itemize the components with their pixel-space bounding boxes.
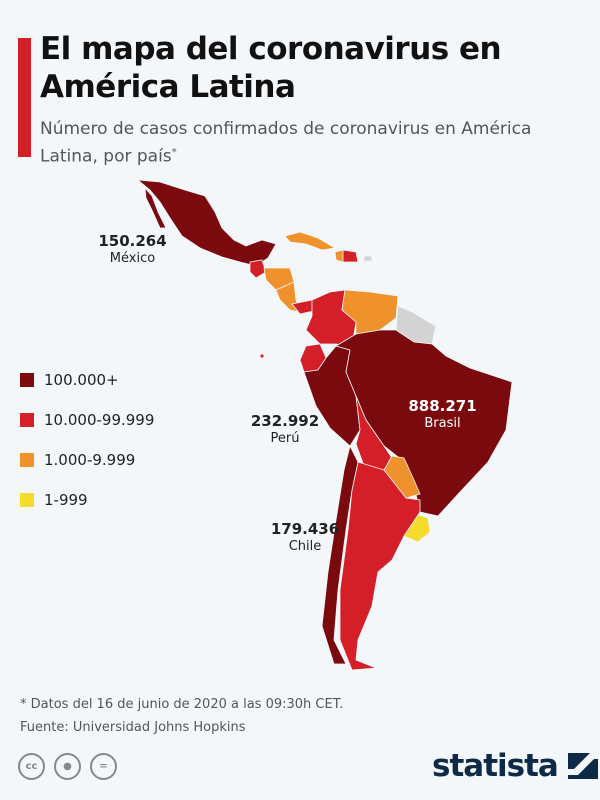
statista-mark-icon — [567, 753, 598, 779]
legend-swatch — [20, 373, 34, 387]
callout-peru: 232.992 Perú — [240, 412, 330, 448]
legend-label: 1.000-9.999 — [44, 451, 136, 469]
attribution-icon: ● — [54, 753, 81, 780]
footer-notes: * Datos del 16 de junio de 2020 a las 09… — [20, 693, 343, 739]
license-icons[interactable]: cc ● = — [18, 753, 117, 780]
callout-value: 150.264 — [98, 232, 167, 250]
brand-wordmark: statista — [432, 748, 559, 784]
country-chile — [321, 444, 359, 665]
callout-value: 179.436 — [270, 520, 340, 538]
subtitle: Número de casos confirmados de coronavir… — [40, 118, 560, 169]
legend-swatch — [20, 453, 34, 467]
no-derivatives-icon: = — [90, 753, 117, 780]
country-argentina — [339, 461, 421, 671]
legend-item: 1-999 — [20, 480, 154, 520]
callout-country: Perú — [270, 431, 300, 446]
country-mexico — [136, 179, 277, 267]
callout-brasil: 888.271 Brasil — [395, 397, 490, 433]
source-note: Fuente: Universidad Johns Hopkins — [20, 720, 246, 735]
callout-value: 232.992 — [250, 412, 320, 430]
country-dominican-republic — [342, 249, 359, 263]
callout-country: México — [109, 251, 156, 266]
country-haiti — [334, 249, 344, 263]
legend-swatch — [20, 493, 34, 507]
legend-label: 1-999 — [44, 491, 88, 509]
data-note: * Datos del 16 de junio de 2020 a las 09… — [20, 697, 344, 712]
callout-mexico: 150.264 México — [90, 232, 175, 268]
legend-label: 100.000+ — [44, 371, 119, 389]
legend: 100.000+ 10.000-99.999 1.000-9.999 1-999 — [20, 360, 154, 520]
callout-value: 888.271 — [408, 397, 477, 415]
country-baja-california — [144, 186, 167, 229]
subtitle-marker: * — [171, 147, 177, 158]
country-cuba — [284, 231, 337, 251]
country-puerto-rico — [363, 255, 373, 262]
legend-item: 10.000-99.999 — [20, 400, 154, 440]
country-guatemala — [249, 259, 267, 279]
legend-label: 10.000-99.999 — [44, 411, 155, 429]
legend-item: 100.000+ — [20, 360, 154, 400]
cc-icon: cc — [18, 753, 45, 780]
subtitle-text: Número de casos confirmados de coronavir… — [40, 119, 532, 167]
statista-logo[interactable]: statista — [432, 748, 598, 784]
title-accent-bar — [18, 38, 31, 157]
callout-country: Brasil — [424, 416, 461, 431]
legend-item: 1.000-9.999 — [20, 440, 154, 480]
island-galapagos — [259, 353, 265, 359]
legend-swatch — [20, 413, 34, 427]
page-title: El mapa del coronavirus en América Latin… — [40, 31, 502, 105]
callout-chile: 179.436 Chile — [260, 520, 350, 556]
callout-country: Chile — [288, 539, 322, 554]
